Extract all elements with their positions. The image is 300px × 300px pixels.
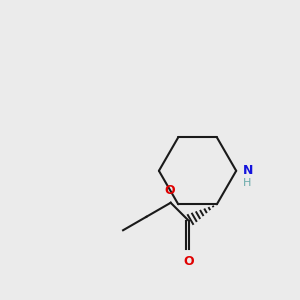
Text: N: N bbox=[243, 164, 253, 177]
Text: O: O bbox=[164, 184, 175, 197]
Text: H: H bbox=[243, 178, 251, 188]
Text: O: O bbox=[183, 255, 194, 268]
